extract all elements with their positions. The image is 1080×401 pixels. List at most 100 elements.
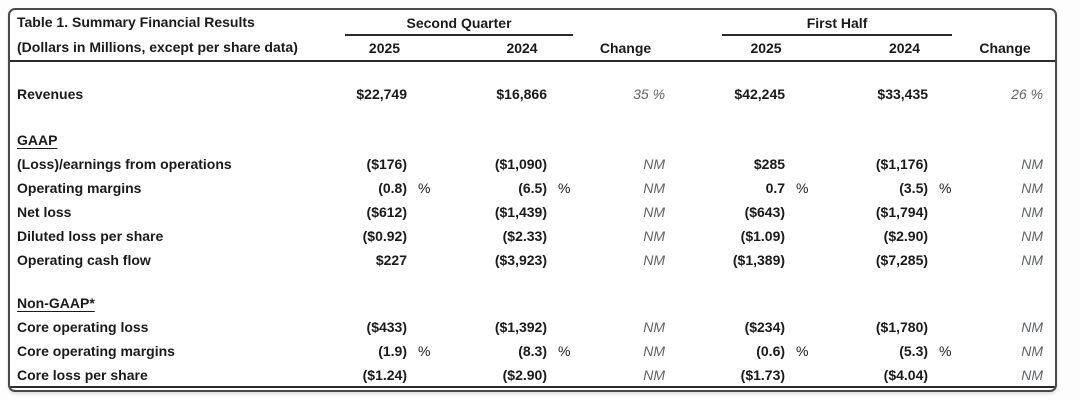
fh-2024-value: ($1,780) [875,319,929,335]
table-row: Core loss per share ($1.24) ($2.90) NM ($1.7… [10,363,1055,388]
q2-2024-value: $16,866 [496,86,547,102]
row-label: (Loss)/earnings from operations [17,156,232,172]
fh-2024-percent-sign [930,248,958,272]
fh-2025-value: $285 [753,156,786,172]
fh-2024-value: (5.3) [899,343,929,359]
q2-2025-value: ($176) [366,156,407,172]
fh-2024-value: ($4.04) [815,363,931,388]
q2-2025-percent-sign [409,82,437,106]
fh-change-value: NM [958,363,1055,388]
fh-change-value: 26 % [1011,86,1044,102]
fh-2024-value: ($2.90) [883,228,929,244]
q2-2024-percent-sign [549,315,577,339]
section-header-row: GAAP [10,128,1055,152]
financial-results-card: Table 1. Summary Financial Results (Doll… [8,8,1057,392]
table-row: Operating cash flow $227 ($3,923) NM ($1,389… [10,248,1055,272]
spacer-row [10,61,1055,82]
q2-2025-percent-sign [409,152,437,176]
q2-2025-percent-sign [409,363,437,388]
fh-2024-value: $33,435 [877,86,929,102]
row-label: Net loss [17,204,72,220]
fh-2025-percent-sign [787,315,815,339]
fh-2024-percent-sign [930,224,958,248]
table-row: Diluted loss per share ($0.92) ($2.33) NM ($… [10,224,1055,248]
row-label: Core loss per share [10,363,332,388]
q2-2024-percent-sign [549,82,577,106]
q2-2024-value: ($1,392) [494,319,547,335]
fh-2025-value: ($1,389) [732,252,786,268]
q2-change-value: 35 % [633,86,666,102]
col-header-q2-2025: 2025 [332,36,437,62]
fh-change-value: NM [1021,343,1044,359]
fh-change-value: NM [1021,252,1044,268]
section-label: GAAP [17,132,58,148]
fh-change-value: NM [1021,204,1044,220]
q2-2025-value: $227 [375,252,407,268]
q2-2024-value: ($2.90) [437,363,549,388]
section-label: Non-GAAP* [17,295,95,311]
q2-2025-value: ($1.24) [332,363,409,388]
q2-2024-percent-sign [549,248,577,272]
row-label: Core operating margins [17,343,175,359]
financial-table: Table 1. Summary Financial Results (Doll… [10,10,1055,388]
fh-change-value: NM [1021,156,1044,172]
table-title: Table 1. Summary Financial Results [17,14,255,30]
fh-2024-percent-sign [930,200,958,224]
q2-2025-percent-sign [409,224,437,248]
q2-2025-value: $22,749 [356,86,407,102]
q2-2024-value: ($1,439) [494,204,547,220]
row-label: Core operating loss [17,319,149,335]
col-header-fh-2025: 2025 [677,36,816,62]
col-header-q2-2024: 2024 [437,36,578,62]
row-label: Operating cash flow [17,252,151,268]
table-row: Operating margins (0.8)% (6.5)% NM 0.7% (3.5)… [10,176,1055,200]
fh-2025-percent-sign: % [796,180,809,196]
table-row: (Loss)/earnings from operations ($176) ($1… [10,152,1055,176]
table-row: Core operating loss ($433) ($1,392) NM ($234… [10,315,1055,339]
spacer-row [10,106,1055,128]
row-label: Diluted loss per share [17,228,164,244]
q2-2025-value: ($612) [366,204,407,220]
q2-change-value: NM [577,363,678,388]
fh-2025-value: ($643) [744,204,786,220]
q2-change-value: NM [643,343,666,359]
q2-2024-percent-sign [549,200,577,224]
table-title-cell: Table 1. Summary Financial Results (Doll… [10,10,332,62]
q2-change-value: NM [643,228,666,244]
group-second-quarter: Second Quarter [332,10,577,36]
header-year-row: 2025 2024 Change 2025 2024 Change [10,36,1055,62]
fh-change-value: NM [1021,319,1044,335]
section-header-row: Non-GAAP* [10,291,1055,315]
header-spacer [958,10,1055,36]
q2-2025-value: ($0.92) [362,228,407,244]
col-header-fh-change: Change [958,36,1055,62]
q2-2024-percent-sign [549,363,578,388]
fh-2024-value: (3.5) [899,180,929,196]
fh-2025-percent-sign [787,82,815,106]
fh-2025-percent-sign [787,363,816,388]
group-first-half: First Half [677,10,958,36]
q2-2025-value: ($433) [366,319,407,335]
col-header-q2-change: Change [577,36,678,62]
q2-change-value: NM [643,319,666,335]
q2-2025-percent-sign [409,200,437,224]
col-header-fh-2024: 2024 [815,36,959,62]
q2-2024-value: (8.3) [518,343,547,359]
fh-2024-value: ($1,176) [875,156,929,172]
fh-2025-percent-sign [787,224,815,248]
q2-2024-value: (6.5) [518,180,547,196]
fh-2024-percent-sign [930,315,958,339]
q2-2025-value: (0.8) [378,180,407,196]
fh-2025-percent-sign: % [796,343,809,359]
fh-change-value: NM [1021,228,1044,244]
q2-2024-percent-sign [549,224,577,248]
q2-2025-percent-sign [409,315,437,339]
q2-2025-percent-sign: % [418,343,431,359]
fh-2025-value: ($234) [744,319,786,335]
fh-2025-value: (0.6) [756,343,786,359]
q2-change-value: NM [643,180,666,196]
fh-2025-value: 0.7 [765,180,786,196]
table-body: Revenues $22,749 $16,866 35 % $42,245 $33,435… [10,61,1055,388]
q2-2025-value: (1.9) [378,343,407,359]
fh-change-value: NM [1021,180,1044,196]
